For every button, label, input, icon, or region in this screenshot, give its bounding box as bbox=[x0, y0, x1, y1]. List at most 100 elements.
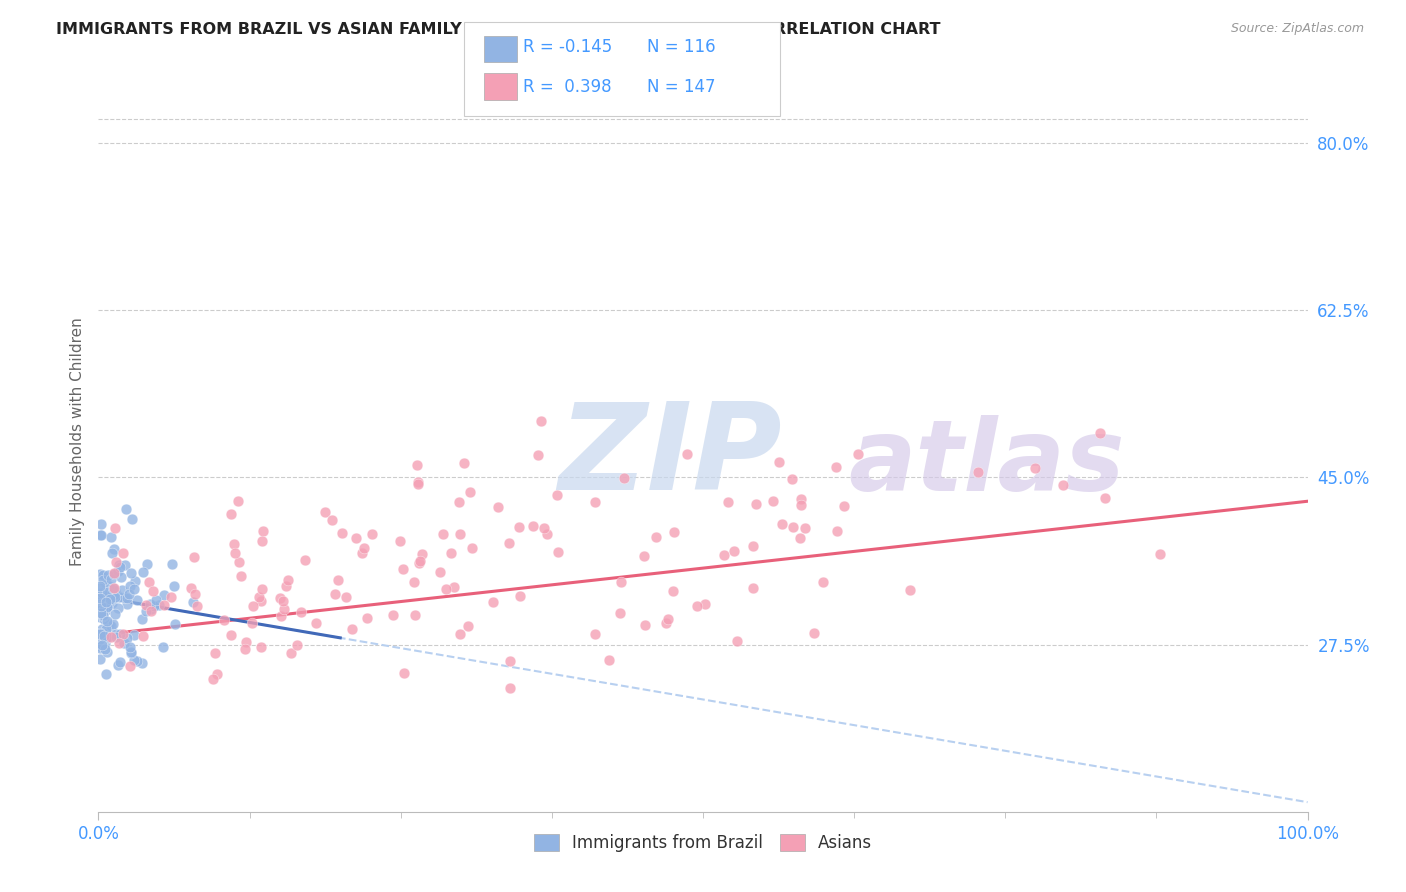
Point bbox=[219, 507, 242, 521]
Point bbox=[269, 591, 291, 606]
Point bbox=[662, 525, 685, 540]
Point bbox=[499, 681, 522, 695]
Point bbox=[967, 465, 990, 479]
Point bbox=[405, 458, 427, 472]
Point bbox=[330, 525, 353, 540]
Point bbox=[811, 575, 834, 590]
Point bbox=[381, 608, 404, 623]
Text: R =  0.398: R = 0.398 bbox=[523, 78, 612, 95]
Point bbox=[107, 558, 129, 572]
Point bbox=[1052, 477, 1074, 491]
Point bbox=[533, 521, 555, 535]
Point bbox=[94, 635, 117, 649]
Point bbox=[598, 653, 620, 667]
Point bbox=[90, 592, 112, 607]
Point bbox=[803, 626, 825, 640]
Point bbox=[107, 564, 129, 578]
Point bbox=[90, 527, 112, 541]
Point bbox=[114, 591, 136, 605]
Text: Source: ZipAtlas.com: Source: ZipAtlas.com bbox=[1230, 22, 1364, 36]
Point bbox=[432, 527, 454, 541]
Point bbox=[321, 513, 343, 527]
Point bbox=[90, 516, 112, 531]
Point bbox=[782, 472, 804, 486]
Point bbox=[768, 455, 790, 469]
Point bbox=[111, 582, 134, 597]
Point bbox=[139, 602, 162, 616]
Point bbox=[898, 582, 921, 597]
Point bbox=[832, 500, 855, 514]
Point bbox=[271, 594, 294, 608]
Text: N = 116: N = 116 bbox=[647, 38, 716, 56]
Point bbox=[91, 569, 114, 583]
Point bbox=[110, 569, 132, 583]
Point bbox=[108, 636, 131, 650]
Point bbox=[824, 460, 846, 475]
Point bbox=[139, 597, 162, 611]
Point bbox=[94, 622, 117, 636]
Point bbox=[103, 566, 125, 580]
Point bbox=[183, 587, 205, 601]
Point bbox=[181, 595, 204, 609]
Point bbox=[453, 456, 475, 470]
Text: ZIP: ZIP bbox=[558, 398, 782, 515]
Point bbox=[527, 448, 550, 462]
Point bbox=[90, 606, 112, 620]
Point bbox=[247, 591, 270, 605]
Point bbox=[89, 579, 111, 593]
Point bbox=[440, 546, 463, 560]
Point bbox=[94, 591, 117, 605]
Point bbox=[93, 642, 115, 657]
Point bbox=[294, 553, 316, 567]
Point bbox=[207, 666, 229, 681]
Point bbox=[186, 599, 208, 613]
Point bbox=[94, 586, 117, 600]
Point bbox=[277, 573, 299, 587]
Point bbox=[827, 524, 849, 539]
Text: IMMIGRANTS FROM BRAZIL VS ASIAN FAMILY HOUSEHOLDS WITH CHILDREN CORRELATION CHAR: IMMIGRANTS FROM BRAZIL VS ASIAN FAMILY H… bbox=[56, 22, 941, 37]
Point bbox=[285, 638, 308, 652]
Point bbox=[120, 566, 142, 581]
Point bbox=[219, 628, 242, 642]
Point bbox=[120, 640, 142, 655]
Point bbox=[118, 587, 141, 601]
Point bbox=[94, 595, 117, 609]
Point bbox=[91, 622, 114, 636]
Point bbox=[124, 574, 146, 588]
Point bbox=[110, 655, 132, 669]
Point bbox=[314, 505, 336, 519]
Point bbox=[498, 536, 520, 550]
Point bbox=[114, 558, 136, 573]
Text: atlas: atlas bbox=[848, 416, 1125, 512]
Point bbox=[449, 527, 471, 541]
Point bbox=[89, 639, 111, 653]
Point bbox=[103, 581, 125, 595]
Point bbox=[482, 595, 505, 609]
Point bbox=[610, 574, 633, 589]
Point bbox=[136, 557, 159, 571]
Point bbox=[103, 588, 125, 602]
Point bbox=[114, 501, 136, 516]
Point bbox=[96, 614, 118, 628]
Point bbox=[402, 575, 425, 590]
Point bbox=[742, 582, 765, 596]
Point bbox=[122, 628, 145, 642]
Point bbox=[290, 605, 312, 619]
Point bbox=[242, 599, 264, 613]
Point bbox=[96, 576, 118, 591]
Point bbox=[142, 599, 165, 613]
Point bbox=[152, 640, 174, 654]
Point bbox=[404, 608, 426, 623]
Point bbox=[486, 500, 509, 515]
Point bbox=[120, 646, 142, 660]
Point bbox=[408, 557, 430, 571]
Point bbox=[103, 616, 125, 631]
Point bbox=[204, 646, 226, 660]
Point bbox=[429, 565, 451, 579]
Point bbox=[115, 597, 138, 611]
Point bbox=[118, 578, 141, 592]
Point bbox=[1088, 425, 1111, 440]
Point bbox=[789, 492, 811, 507]
Point bbox=[353, 541, 375, 556]
Point bbox=[89, 641, 111, 656]
